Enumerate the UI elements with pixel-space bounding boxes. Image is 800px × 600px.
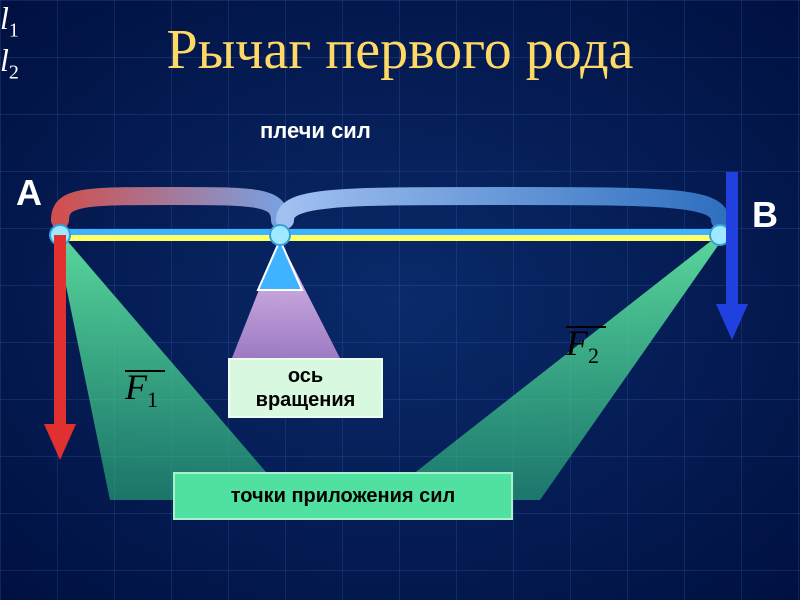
force-label-f1: F1 [125,370,165,413]
beam-bottom [60,235,720,241]
node-pivot [270,225,290,245]
beam-top [60,229,720,235]
arrow-f2-head [716,304,748,340]
brace-l1 [60,196,280,220]
arrow-f1-head [44,424,76,460]
brace-l2 [285,196,720,220]
force-label-f2: F2 [566,326,606,369]
callout-axis: ось вращения [228,358,383,418]
diagram-stage: l1 плечи сил l2 А В [0,0,800,600]
cone-right [380,237,724,500]
callout-force-points: точки приложения сил [173,472,513,520]
pivot-icon [258,240,302,290]
